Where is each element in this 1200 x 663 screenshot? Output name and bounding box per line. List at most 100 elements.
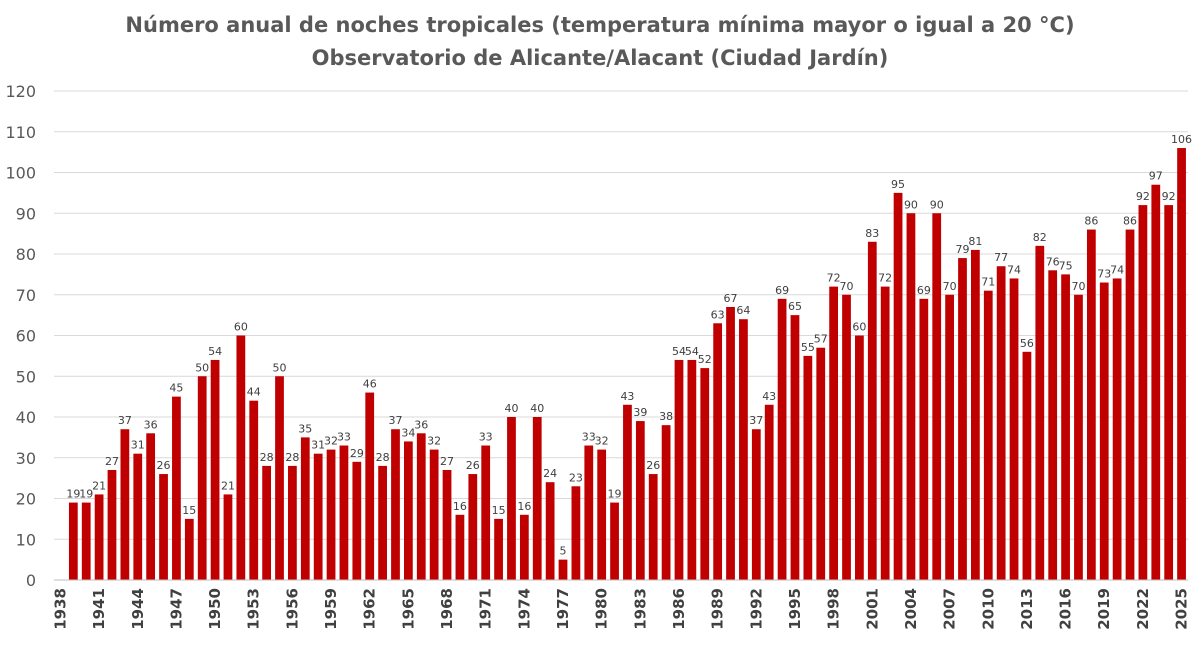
bar	[339, 445, 349, 580]
bar	[184, 518, 194, 580]
bar	[507, 417, 516, 580]
x-tick-label: 1983	[631, 588, 649, 630]
data-label: 32	[324, 435, 338, 448]
data-label: 83	[865, 227, 879, 240]
data-label: 38	[659, 410, 673, 423]
y-tick-label: 120	[5, 82, 36, 101]
y-tick-label: 20	[16, 490, 36, 509]
data-label: 72	[878, 272, 892, 285]
bar	[610, 502, 619, 580]
bar	[300, 437, 310, 580]
bar	[68, 502, 78, 580]
data-label: 24	[543, 467, 557, 480]
x-tick-label: 2010	[979, 588, 997, 630]
bar	[416, 433, 426, 580]
bar	[880, 286, 890, 580]
data-label: 19	[79, 488, 93, 501]
x-tick-label: 2013	[1018, 588, 1036, 630]
data-label: 43	[762, 390, 776, 403]
data-label: 57	[814, 333, 828, 346]
data-label: 92	[1136, 190, 1150, 203]
bar	[919, 298, 929, 580]
x-tick-label: 2001	[863, 588, 881, 630]
data-label: 77	[994, 251, 1008, 264]
x-tick-label: 1992	[747, 588, 765, 630]
bar	[623, 404, 632, 580]
bar	[378, 465, 387, 580]
bar	[687, 359, 697, 580]
y-tick-label: 80	[16, 245, 36, 264]
data-label: 70	[1071, 280, 1085, 293]
bar	[1138, 205, 1148, 580]
bar	[1151, 184, 1161, 580]
bar	[313, 453, 323, 580]
bar	[120, 429, 130, 580]
data-label: 16	[517, 500, 531, 513]
x-tick-label: 1944	[129, 588, 147, 630]
data-label: 37	[118, 414, 132, 427]
bar	[597, 449, 607, 580]
data-label: 76	[1046, 255, 1060, 268]
x-tick-label: 2016	[1057, 588, 1075, 630]
bar	[764, 404, 774, 580]
data-label: 15	[182, 504, 196, 517]
bar	[867, 241, 877, 580]
bar	[1164, 205, 1174, 580]
bar	[713, 323, 723, 580]
bar	[519, 514, 529, 580]
data-label: 86	[1084, 215, 1098, 228]
data-label: 74	[1007, 263, 1021, 276]
y-tick-label: 50	[16, 367, 36, 386]
data-label: 29	[350, 447, 364, 460]
x-tick-label: 2007	[941, 588, 959, 630]
data-label: 44	[247, 386, 261, 399]
data-label: 90	[930, 198, 944, 211]
data-label: 70	[943, 280, 957, 293]
data-label: 31	[131, 439, 145, 452]
data-label: 75	[1059, 259, 1073, 272]
data-label: 28	[260, 451, 274, 464]
data-label: 95	[891, 178, 905, 191]
x-tick-label: 2004	[902, 588, 920, 630]
x-tick-label: 2019	[1095, 588, 1113, 630]
bar	[958, 258, 967, 580]
data-label: 35	[298, 422, 312, 435]
bar	[1086, 229, 1096, 581]
data-label: 28	[376, 451, 390, 464]
data-label: 33	[582, 431, 596, 444]
data-label: 79	[955, 243, 969, 256]
bar	[674, 359, 684, 580]
x-tick-label: 1986	[670, 588, 688, 630]
y-tick-label: 100	[5, 164, 36, 183]
x-tick-label: 1953	[245, 588, 263, 630]
bar	[210, 359, 220, 580]
bar	[739, 319, 748, 580]
data-label: 71	[981, 276, 995, 289]
bar	[468, 474, 478, 580]
bar	[1035, 245, 1045, 580]
data-label: 16	[453, 500, 467, 513]
x-tick-label: 1965	[399, 588, 417, 630]
bar	[545, 482, 555, 580]
data-label: 36	[144, 418, 158, 431]
data-label: 21	[221, 479, 235, 492]
data-label: 65	[788, 300, 802, 313]
data-label: 97	[1149, 170, 1163, 183]
bar	[1099, 282, 1109, 580]
x-tick-label: 1968	[438, 588, 456, 630]
bar	[223, 494, 233, 580]
x-tick-label: 2022	[1134, 588, 1152, 630]
x-tick-label: 1959	[322, 588, 340, 630]
data-label: 32	[427, 435, 441, 448]
data-label: 106	[1171, 133, 1192, 146]
data-label: 27	[440, 455, 454, 468]
data-label: 37	[388, 414, 402, 427]
bar	[945, 294, 954, 580]
bar	[558, 559, 568, 580]
data-label: 54	[672, 345, 686, 358]
bar	[1009, 278, 1019, 580]
bar	[391, 429, 400, 580]
bar	[429, 449, 439, 580]
y-tick-label: 0	[26, 571, 36, 590]
